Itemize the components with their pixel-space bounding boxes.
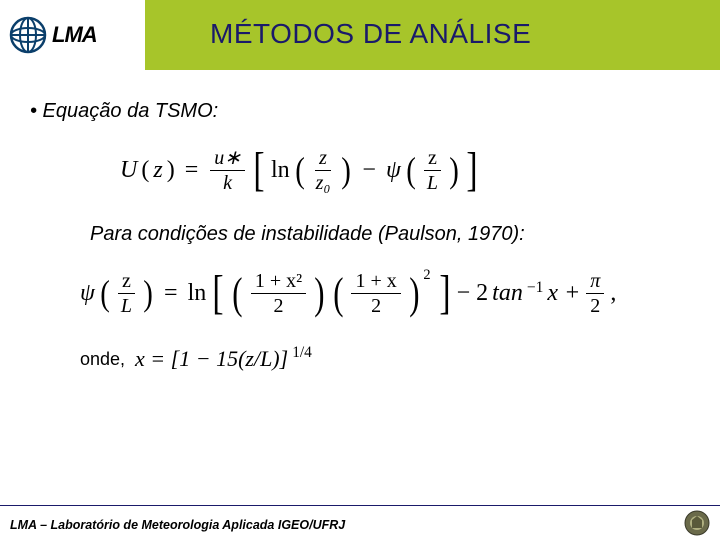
- subline-paulson: Para condições de instabilidade (Paulson…: [90, 223, 690, 246]
- eq1-ustar-k: u∗ k: [210, 148, 245, 193]
- logo-text: LMA: [52, 22, 97, 48]
- eq2-term1: 1 + x² 2: [251, 271, 306, 316]
- eq1-z-L: z L: [423, 148, 442, 193]
- eq1-arg: z: [153, 157, 162, 184]
- equation-psi: ψ ( z L ) = ln [ ( 1 + x² 2 ) ( 1 + x 2 …: [80, 271, 690, 316]
- eq3-onde: onde,: [80, 349, 125, 370]
- eq3-body: x = [1 − 15(z/L)]: [135, 346, 288, 372]
- eq3-exp: 1/4: [292, 344, 312, 362]
- bullet-tsmo: • Equação da TSMO:: [30, 100, 690, 123]
- eq1-ln: ln: [271, 157, 290, 184]
- page-title: MÉTODOS DE ANÁLISE: [210, 18, 531, 50]
- eq2-pi2: π 2: [586, 271, 604, 316]
- globe-icon: [8, 15, 48, 55]
- eq2-trail: ,: [610, 280, 616, 307]
- eq2-exp2: 2: [423, 267, 430, 284]
- eq2-x: x +: [547, 280, 580, 307]
- footer-separator: [0, 505, 720, 507]
- equation-uz: U (z) = u∗ k [ ln ( z z₀ ) − ψ ( z L ) ]: [120, 148, 690, 193]
- header: LMA MÉTODOS DE ANÁLISE: [0, 0, 720, 70]
- eq2-term2: 1 + x 2: [351, 271, 400, 316]
- eq1-psi: ψ: [386, 157, 401, 184]
- eq2-ln: ln: [188, 280, 207, 307]
- footer-text: LMA – Laboratório de Meteorologia Aplica…: [10, 518, 345, 532]
- eq2-z-L: z L: [117, 271, 136, 316]
- eq2-minus: − 2: [457, 280, 489, 307]
- ufrj-crest-icon: [684, 510, 710, 536]
- content: • Equação da TSMO: U (z) = u∗ k [ ln ( z…: [0, 90, 720, 402]
- equation-x: onde, x = [1 − 15(z/L)]1/4: [80, 346, 690, 372]
- eq2-tan: tan: [492, 280, 523, 307]
- eq2-tanexp: −1: [527, 279, 544, 297]
- eq1-z-z0: z z₀: [312, 148, 335, 193]
- logo: LMA: [0, 0, 145, 70]
- eq2-psi: ψ: [80, 280, 95, 307]
- eq1-func: U: [120, 157, 137, 184]
